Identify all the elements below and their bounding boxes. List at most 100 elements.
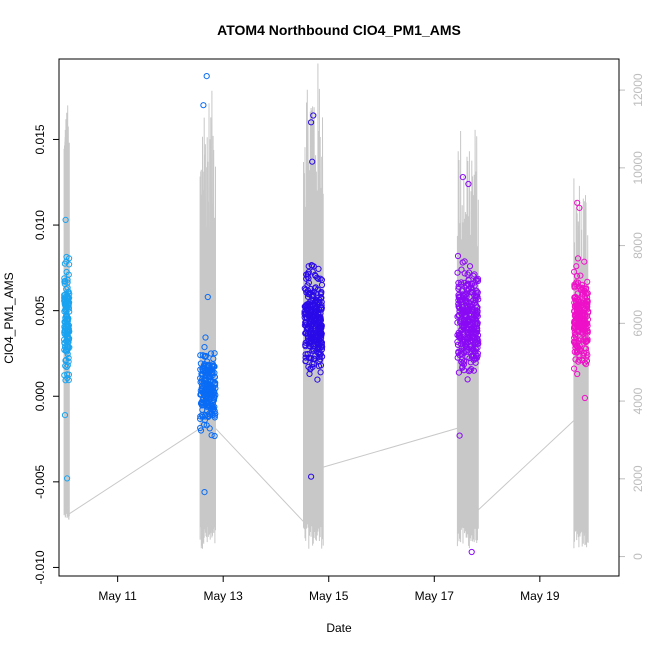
data-point-group-3 bbox=[308, 355, 315, 362]
data-point-outlier-group-1 bbox=[61, 412, 69, 419]
data-point-group-5 bbox=[584, 352, 591, 359]
data-point-group-5 bbox=[579, 356, 586, 364]
data-point-group-3 bbox=[315, 350, 322, 357]
data-point-group-1 bbox=[61, 275, 68, 282]
data-point-group-3 bbox=[304, 330, 312, 337]
data-point-group-3 bbox=[307, 289, 314, 297]
data-point-group-5 bbox=[571, 299, 578, 306]
data-point-outlier-group-2 bbox=[201, 489, 208, 496]
data-point-group-4 bbox=[470, 357, 477, 364]
data-point-outlier-group-2 bbox=[204, 293, 211, 301]
data-point-group-4 bbox=[454, 319, 461, 326]
x-tick-label: May 11 bbox=[98, 589, 137, 603]
data-point-group-2 bbox=[197, 352, 204, 359]
data-point-group-5 bbox=[581, 258, 588, 265]
data-point-outlier-group-2 bbox=[203, 73, 210, 80]
data-point-group-4 bbox=[475, 296, 482, 303]
data-point-outlier-group-3 bbox=[309, 158, 316, 165]
data-point-group-2 bbox=[202, 334, 209, 341]
data-point-group-2 bbox=[205, 383, 212, 390]
data-point-group-4 bbox=[454, 252, 462, 260]
data-point-group-4 bbox=[455, 329, 462, 336]
data-point-group-5 bbox=[576, 356, 583, 363]
data-point-group-2 bbox=[203, 368, 210, 375]
data-point-group-5 bbox=[581, 292, 589, 300]
data-point-group-1 bbox=[64, 374, 71, 382]
data-point-group-5 bbox=[571, 325, 578, 332]
data-point-group-5 bbox=[575, 298, 582, 305]
data-point-group-3 bbox=[304, 325, 311, 333]
data-point-group-2 bbox=[198, 402, 206, 409]
data-point-group-3 bbox=[305, 279, 312, 286]
data-point-group-5 bbox=[577, 272, 584, 279]
data-point-group-5 bbox=[584, 322, 591, 329]
data-point-group-1 bbox=[61, 308, 68, 315]
data-point-group-1 bbox=[65, 325, 72, 332]
chart-title: ATOM4 Northbound ClO4_PM1_AMS bbox=[217, 22, 461, 38]
data-point-group-3 bbox=[304, 301, 311, 308]
data-point-group-3 bbox=[305, 324, 312, 331]
data-point-group-5 bbox=[572, 323, 579, 330]
data-point-group-4 bbox=[473, 292, 480, 299]
data-point-group-4 bbox=[465, 276, 472, 283]
data-point-group-1 bbox=[63, 363, 70, 371]
data-point-outlier-group-3 bbox=[308, 473, 315, 480]
data-point-group-4 bbox=[474, 304, 481, 311]
data-point-group-2 bbox=[209, 369, 216, 376]
data-point-group-3 bbox=[312, 273, 319, 280]
data-point-group-3 bbox=[318, 330, 325, 337]
data-point-group-4 bbox=[458, 266, 465, 273]
data-point-group-5 bbox=[575, 344, 582, 351]
data-point-group-2 bbox=[201, 391, 208, 398]
data-point-group-3 bbox=[302, 358, 309, 365]
data-point-group-5 bbox=[573, 273, 581, 280]
data-point-group-3 bbox=[317, 362, 325, 369]
data-point-group-5 bbox=[582, 329, 589, 336]
data-point-group-2 bbox=[209, 379, 216, 386]
data-point-group-4 bbox=[466, 263, 474, 270]
altitude-connector-3 bbox=[323, 427, 458, 468]
data-point-group-5 bbox=[572, 333, 579, 340]
data-point-group-2 bbox=[198, 412, 205, 419]
y-tick-label: 0.005 bbox=[33, 295, 47, 325]
altitude-connector-1 bbox=[68, 427, 201, 515]
data-point-group-3 bbox=[311, 355, 318, 362]
x-tick-label: May 19 bbox=[520, 589, 560, 603]
data-point-group-4 bbox=[454, 313, 461, 320]
data-point-group-5 bbox=[571, 365, 578, 372]
data-point-group-4 bbox=[469, 324, 476, 331]
y-tick-label: 0.000 bbox=[33, 381, 47, 411]
data-point-group-4 bbox=[465, 280, 472, 287]
data-point-group-2 bbox=[204, 358, 211, 365]
data-point-group-2 bbox=[200, 396, 207, 403]
data-point-group-4 bbox=[467, 367, 474, 374]
data-point-group-3 bbox=[306, 370, 313, 377]
data-point-group-3 bbox=[310, 263, 317, 270]
data-point-group-2 bbox=[197, 366, 204, 373]
data-point-group-4 bbox=[456, 304, 463, 311]
altitude-leg-5 bbox=[573, 178, 589, 549]
altitude-connector-2 bbox=[215, 427, 304, 522]
data-point-group-3 bbox=[316, 297, 323, 304]
data-point-group-2 bbox=[204, 404, 211, 411]
data-point-group-4 bbox=[457, 293, 464, 301]
data-point-group-1 bbox=[66, 261, 73, 268]
data-point-group-3 bbox=[304, 351, 311, 358]
data-point-group-5 bbox=[584, 336, 591, 343]
data-point-group-2 bbox=[201, 344, 208, 351]
data-point-group-3 bbox=[310, 330, 317, 337]
x-tick-label: May 13 bbox=[204, 589, 244, 603]
data-point-group-1 bbox=[65, 271, 72, 278]
data-point-outlier-group-3 bbox=[310, 112, 317, 119]
data-point-group-4 bbox=[462, 347, 469, 355]
data-point-group-3 bbox=[305, 363, 312, 370]
data-point-group-4 bbox=[471, 333, 478, 340]
data-point-outlier-group-4 bbox=[468, 548, 475, 556]
altitude-connector-4 bbox=[477, 420, 575, 511]
data-point-group-5 bbox=[577, 299, 584, 306]
data-point-group-4 bbox=[464, 329, 471, 337]
data-point-group-3 bbox=[309, 321, 316, 328]
data-point-group-4 bbox=[460, 361, 468, 368]
data-point-outlier-group-4 bbox=[459, 174, 466, 181]
